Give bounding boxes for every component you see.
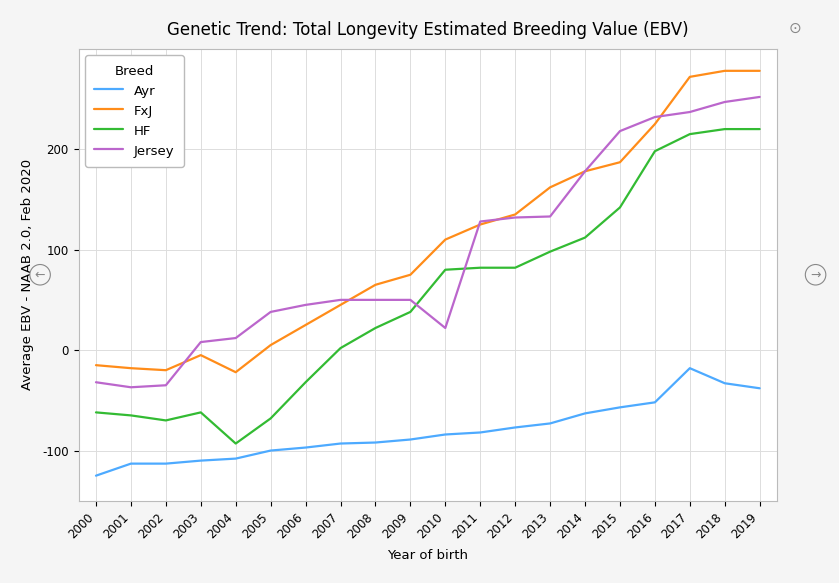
Ayr bbox=[510, 424, 520, 431]
Jersey bbox=[685, 108, 695, 115]
HF bbox=[370, 325, 380, 332]
HF bbox=[440, 266, 451, 273]
Jersey bbox=[195, 339, 206, 346]
FxJ bbox=[91, 361, 101, 368]
HF bbox=[615, 204, 625, 211]
Jersey bbox=[720, 99, 730, 106]
FxJ bbox=[720, 67, 730, 74]
FxJ bbox=[161, 367, 171, 374]
HF bbox=[161, 417, 171, 424]
Jersey bbox=[370, 296, 380, 303]
Line: Jersey: Jersey bbox=[96, 97, 759, 387]
FxJ bbox=[370, 282, 380, 289]
Jersey bbox=[440, 325, 451, 332]
Legend: Ayr, FxJ, HF, Jersey: Ayr, FxJ, HF, Jersey bbox=[85, 55, 184, 167]
Line: FxJ: FxJ bbox=[96, 71, 759, 372]
HF bbox=[510, 264, 520, 271]
Jersey bbox=[545, 213, 555, 220]
FxJ bbox=[754, 67, 764, 74]
Ayr bbox=[266, 447, 276, 454]
Text: →: → bbox=[810, 268, 821, 281]
Ayr bbox=[126, 460, 136, 467]
HF bbox=[231, 440, 241, 447]
Jersey bbox=[126, 384, 136, 391]
FxJ bbox=[685, 73, 695, 80]
HF bbox=[405, 308, 415, 315]
Title: Genetic Trend: Total Longevity Estimated Breeding Value (EBV): Genetic Trend: Total Longevity Estimated… bbox=[167, 21, 689, 39]
FxJ bbox=[440, 236, 451, 243]
Jersey bbox=[510, 214, 520, 221]
Jersey bbox=[300, 301, 310, 308]
FxJ bbox=[336, 301, 346, 308]
Ayr bbox=[720, 380, 730, 387]
Jersey bbox=[405, 296, 415, 303]
Text: ←: ← bbox=[35, 268, 45, 281]
Ayr bbox=[685, 365, 695, 372]
FxJ bbox=[545, 184, 555, 191]
HF bbox=[720, 125, 730, 132]
HF bbox=[336, 345, 346, 352]
FxJ bbox=[126, 365, 136, 372]
FxJ bbox=[195, 352, 206, 359]
Jersey bbox=[650, 114, 660, 121]
HF bbox=[266, 415, 276, 422]
FxJ bbox=[266, 342, 276, 349]
FxJ bbox=[405, 271, 415, 278]
Jersey bbox=[615, 128, 625, 135]
Ayr bbox=[405, 436, 415, 443]
Ayr bbox=[336, 440, 346, 447]
Jersey bbox=[475, 218, 485, 225]
Line: Ayr: Ayr bbox=[96, 368, 759, 476]
HF bbox=[300, 379, 310, 386]
X-axis label: Year of birth: Year of birth bbox=[388, 549, 468, 562]
Jersey bbox=[754, 93, 764, 100]
Line: HF: HF bbox=[96, 129, 759, 444]
HF bbox=[195, 409, 206, 416]
Jersey bbox=[231, 335, 241, 342]
FxJ bbox=[650, 121, 660, 128]
HF bbox=[126, 412, 136, 419]
FxJ bbox=[510, 211, 520, 218]
Ayr bbox=[231, 455, 241, 462]
Ayr bbox=[754, 385, 764, 392]
Jersey bbox=[580, 168, 590, 175]
FxJ bbox=[475, 221, 485, 228]
FxJ bbox=[231, 368, 241, 375]
Ayr bbox=[650, 399, 660, 406]
Text: ⊙: ⊙ bbox=[789, 20, 801, 36]
HF bbox=[91, 409, 101, 416]
Y-axis label: Average EBV - NAAB 2.0, Feb 2020: Average EBV - NAAB 2.0, Feb 2020 bbox=[21, 159, 34, 391]
HF bbox=[545, 248, 555, 255]
Ayr bbox=[615, 404, 625, 411]
Ayr bbox=[161, 460, 171, 467]
Ayr bbox=[545, 420, 555, 427]
HF bbox=[685, 131, 695, 138]
Jersey bbox=[266, 308, 276, 315]
HF bbox=[580, 234, 590, 241]
HF bbox=[754, 125, 764, 132]
Ayr bbox=[475, 429, 485, 436]
HF bbox=[475, 264, 485, 271]
FxJ bbox=[300, 321, 310, 328]
Jersey bbox=[336, 296, 346, 303]
FxJ bbox=[615, 159, 625, 166]
Ayr bbox=[440, 431, 451, 438]
HF bbox=[650, 147, 660, 154]
Jersey bbox=[161, 382, 171, 389]
Ayr bbox=[370, 439, 380, 446]
Ayr bbox=[300, 444, 310, 451]
Jersey bbox=[91, 379, 101, 386]
Ayr bbox=[91, 472, 101, 479]
FxJ bbox=[580, 168, 590, 175]
Ayr bbox=[195, 457, 206, 464]
Ayr bbox=[580, 410, 590, 417]
